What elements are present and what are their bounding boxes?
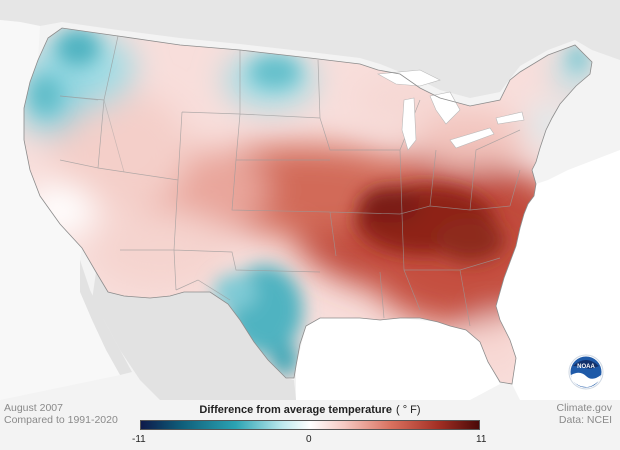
lake-erie (449, 127, 495, 149)
lake-ontario (495, 111, 525, 125)
state-boundaries (59, 35, 521, 327)
legend-unit: ( ° F) (396, 404, 421, 416)
atlantic-ocean (496, 150, 620, 400)
legend-min-label: -11 (132, 434, 146, 445)
lake-superior (377, 69, 441, 87)
canada-landmass (0, 0, 620, 98)
great-lakes (377, 69, 525, 151)
mexico-landmass (92, 272, 296, 400)
legend-title: Difference from average temperature ( ° F… (140, 404, 480, 416)
us-outline (23, 27, 593, 385)
source-site-label: Climate.gov (556, 402, 612, 414)
noaa-logo: NOAA (568, 354, 604, 390)
legend-color-bar (140, 420, 480, 430)
gulf-of-mexico (296, 318, 500, 400)
baseline-label: Compared to 1991-2020 (4, 414, 118, 426)
source-data-label: Data: NCEI (558, 414, 612, 426)
baja-peninsula (80, 260, 132, 375)
legend-max-label: 11 (476, 434, 487, 445)
date-label: August 2007 (4, 402, 63, 414)
temperature-anomaly-map: NOAA (0, 0, 620, 400)
lake-huron (429, 91, 461, 125)
lake-michigan (401, 97, 417, 151)
pacific-ocean (0, 20, 120, 400)
noaa-logo-text: NOAA (577, 364, 595, 370)
legend-mid-label: 0 (306, 434, 312, 445)
legend-title-text: Difference from average temperature (199, 404, 392, 416)
